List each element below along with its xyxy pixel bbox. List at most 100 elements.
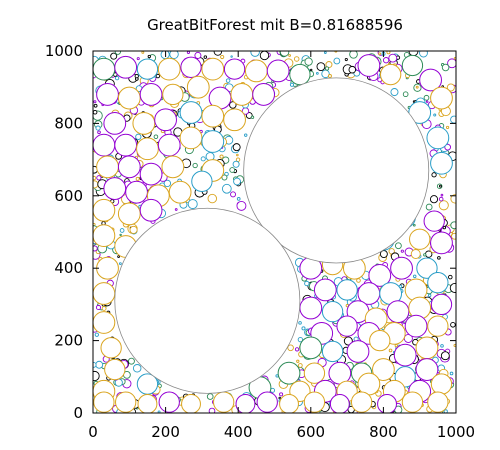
small-circle <box>450 194 456 204</box>
small-circle <box>278 396 282 400</box>
medium-circle <box>368 264 392 287</box>
small-circle <box>232 143 241 152</box>
small-circle <box>333 57 341 65</box>
small-circle <box>388 248 395 255</box>
y-tick-label: 800 <box>54 114 83 132</box>
medium-circle <box>303 362 326 384</box>
x-tick-label: 800 <box>369 423 398 441</box>
small-circle <box>440 344 444 348</box>
medium-circle <box>179 126 203 150</box>
small-circle <box>279 51 290 57</box>
medium-circle <box>329 394 350 413</box>
medium-circle <box>404 314 428 338</box>
plot-frame <box>92 50 457 414</box>
medium-circle <box>430 231 453 255</box>
small-circle <box>324 66 330 71</box>
small-circle <box>97 130 101 135</box>
small-circle <box>297 363 303 368</box>
small-circle <box>192 162 198 169</box>
small-circle <box>304 57 313 66</box>
medium-circle <box>125 180 148 204</box>
small-circle <box>429 195 439 204</box>
small-circle <box>119 233 122 237</box>
small-circle <box>419 51 428 58</box>
medium-circle <box>350 391 373 413</box>
medium-circle <box>201 57 225 81</box>
small-circle <box>437 256 441 260</box>
small-circle <box>155 73 161 79</box>
small-circle <box>423 253 427 257</box>
small-circle <box>449 371 454 376</box>
small-circle <box>449 283 456 293</box>
small-circle <box>232 160 240 168</box>
medium-circle <box>390 256 413 280</box>
medium-circle <box>93 57 116 81</box>
medium-circle <box>139 162 163 186</box>
medium-circle <box>181 394 201 413</box>
medium-circle <box>168 180 192 204</box>
medium-circle <box>157 57 181 81</box>
medium-circle <box>93 391 115 413</box>
medium-circle <box>223 108 246 132</box>
medium-circles-layer <box>93 54 453 413</box>
medium-circle <box>256 391 278 413</box>
large-circles-layer <box>114 77 430 394</box>
small-circle <box>327 74 332 78</box>
medium-circle <box>426 126 450 150</box>
medium-circle <box>372 358 395 381</box>
small-circle <box>344 57 348 62</box>
small-circle <box>433 113 437 117</box>
medium-circle <box>357 54 381 77</box>
small-circle <box>95 360 104 369</box>
medium-circle <box>415 358 439 381</box>
medium-circle <box>303 391 326 413</box>
medium-circle <box>201 104 225 128</box>
small-circle <box>208 407 216 413</box>
medium-circle <box>380 63 402 86</box>
small-circle <box>127 357 135 365</box>
small-circle <box>163 179 172 188</box>
small-circle <box>386 51 391 55</box>
medium-circle <box>179 101 203 124</box>
small-circle <box>297 336 304 343</box>
medium-circle <box>244 59 268 83</box>
small-circle <box>425 203 433 211</box>
medium-circle <box>201 130 225 153</box>
medium-circle <box>289 63 311 86</box>
small-circle <box>136 57 140 61</box>
medium-circle <box>252 83 275 106</box>
x-tick-label: 200 <box>151 423 180 441</box>
small-circle <box>395 242 402 250</box>
medium-circle <box>136 137 159 161</box>
medium-circle <box>321 340 344 363</box>
medium-circle <box>96 155 119 179</box>
small-circle <box>245 112 253 119</box>
small-circle <box>94 332 99 337</box>
small-circle <box>413 223 416 227</box>
small-circle <box>431 172 437 178</box>
small-circle <box>298 321 302 325</box>
small-circle <box>118 262 122 266</box>
small-circle <box>413 274 417 279</box>
medium-circle <box>321 300 344 323</box>
y-tick-label: 600 <box>54 187 83 205</box>
small-circle <box>259 51 270 61</box>
small-circle <box>443 409 448 413</box>
x-tick-label: 600 <box>296 423 325 441</box>
medium-circle <box>430 86 453 110</box>
small-circle <box>289 82 295 87</box>
small-circle <box>427 293 432 298</box>
small-circle <box>230 191 237 198</box>
y-tick-label: 1000 <box>45 42 83 60</box>
medium-circle <box>103 112 127 135</box>
small-circle <box>440 193 444 197</box>
medium-circle <box>117 86 141 110</box>
small-circle <box>349 51 358 59</box>
small-circle <box>93 370 100 382</box>
medium-circle <box>423 210 445 232</box>
small-circle <box>425 100 429 103</box>
small-circle <box>423 94 430 101</box>
medium-circle <box>336 279 358 301</box>
medium-circle <box>93 311 116 334</box>
